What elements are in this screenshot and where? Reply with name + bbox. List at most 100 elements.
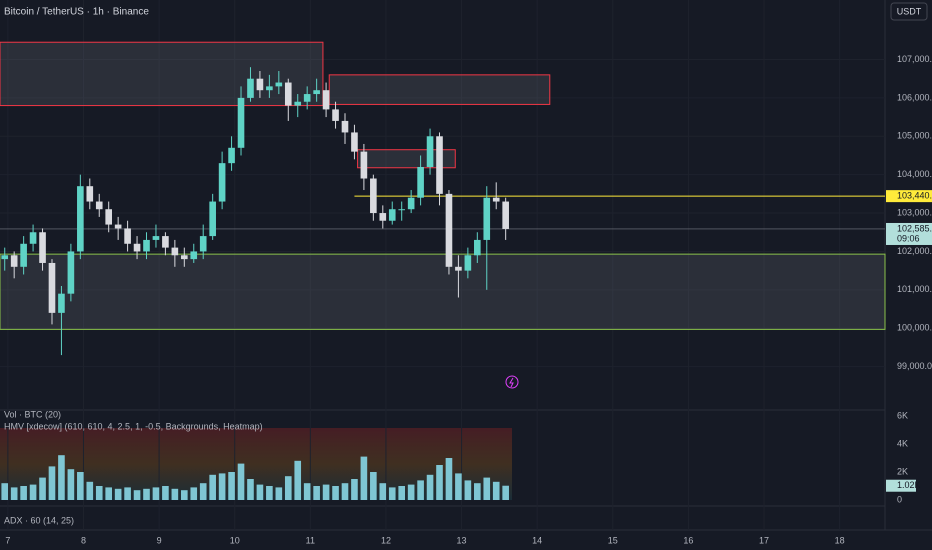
volume-bar — [190, 487, 198, 500]
candle-body — [228, 147, 235, 164]
alert-icon[interactable] — [505, 375, 519, 389]
volume-bar — [86, 481, 94, 500]
candle-body — [247, 78, 254, 98]
currency-button[interactable] — [890, 2, 928, 21]
alert-icon-bolt — [509, 377, 514, 388]
volume-title: Vol · BTC (20) — [4, 409, 61, 419]
volume-bar — [20, 486, 27, 500]
candle-body — [114, 224, 122, 229]
candle-body — [218, 163, 226, 202]
level-label: 103,440.98 — [897, 191, 932, 201]
volume-bar — [124, 487, 131, 500]
candle-body — [417, 166, 424, 198]
last-value-label: 1.02K — [897, 480, 921, 490]
volume-bar — [218, 473, 226, 500]
y-tick-label: 102,000.00 — [897, 246, 932, 256]
candle-body — [407, 197, 415, 210]
x-tick-label: 14 — [532, 535, 542, 545]
candle-body — [20, 243, 27, 267]
volume-bar — [360, 456, 368, 500]
candle-body — [190, 251, 198, 260]
candle-body — [294, 101, 302, 106]
volume-bar — [256, 484, 264, 500]
candle-body — [199, 236, 207, 252]
indicator-title: HMV [xdecow] (610, 610, 4, 2.5, 1, -0.5,… — [4, 421, 263, 431]
zone — [328, 74, 551, 105]
adx-title: ADX · 60 (14, 25) — [4, 515, 74, 525]
candle-body — [105, 209, 113, 225]
y-tick-label: 106,000.00 — [897, 92, 932, 102]
volume-bar — [313, 486, 320, 500]
volume-bar — [133, 490, 141, 500]
candle-body — [266, 86, 273, 91]
candle-body — [1, 255, 9, 260]
currency-label: USDT — [897, 6, 922, 16]
x-tick-label: 16 — [683, 535, 693, 545]
level-label-bg — [886, 190, 932, 203]
candle-body — [464, 255, 472, 271]
volume-bar — [322, 484, 330, 500]
x-tick-label: 18 — [835, 535, 845, 545]
candle-body — [162, 236, 169, 248]
volume-bar — [436, 465, 443, 500]
volume-bar — [209, 474, 216, 500]
volume-bar — [114, 488, 122, 500]
zone — [0, 41, 324, 107]
candle-body — [455, 266, 462, 271]
volume-bar — [388, 487, 396, 500]
volume-bar — [29, 484, 37, 500]
last-price-label-bg — [886, 222, 932, 245]
volume-bar — [483, 477, 491, 500]
volume-bar — [294, 460, 302, 500]
volume-bar — [1, 483, 9, 500]
volume-bar — [474, 483, 481, 500]
candle-body — [445, 193, 453, 267]
candle-body — [67, 251, 75, 294]
y-tick-label: 2K — [897, 466, 908, 476]
volume-bar — [58, 455, 65, 500]
candle-body — [143, 239, 150, 252]
volume-bar — [284, 476, 292, 500]
x-tick-label: 11 — [306, 535, 315, 545]
candle-body — [303, 94, 311, 102]
candle-body — [502, 201, 509, 229]
x-tick-label: 8 — [81, 535, 86, 545]
countdown-label: 09:06 — [897, 233, 920, 243]
candle-body — [86, 186, 94, 202]
candle-body — [58, 293, 65, 313]
x-tick-label: 9 — [157, 535, 162, 545]
volume-bar — [370, 472, 377, 500]
volume-bar — [237, 463, 245, 500]
volume-bar — [10, 487, 18, 500]
candle-body — [29, 232, 37, 244]
volume-bar — [455, 473, 462, 500]
y-tick-label: 101,000.00 — [897, 284, 932, 294]
candle-body — [388, 209, 396, 221]
volume-bar — [143, 488, 150, 500]
x-tick-label: 12 — [381, 535, 391, 545]
volume-bar — [77, 472, 84, 500]
y-tick-label: 4K — [897, 438, 908, 448]
y-tick-label: 105,000.00 — [897, 131, 932, 141]
y-tick-label: 107,000.00 — [897, 54, 932, 64]
y-tick-label: 100,000.00 — [897, 323, 932, 333]
chart-title: Bitcoin / TetherUS · 1h · Binance — [4, 7, 149, 18]
candle-body — [181, 255, 188, 260]
candle-body — [10, 255, 18, 267]
candle-body — [426, 136, 434, 167]
volume-bar — [464, 480, 472, 500]
candle-body — [209, 201, 216, 237]
volume-bar — [492, 481, 500, 500]
volume-bar — [341, 483, 349, 500]
candle-body — [152, 236, 160, 240]
volume-bar — [171, 488, 179, 500]
x-tick-label: 7 — [5, 535, 10, 545]
candle-body — [341, 120, 349, 133]
last-value-label-bg — [886, 479, 916, 492]
volume-bar — [199, 483, 207, 500]
volume-bar — [502, 485, 509, 500]
volume-bar — [426, 474, 434, 500]
volume-bar — [445, 458, 453, 500]
